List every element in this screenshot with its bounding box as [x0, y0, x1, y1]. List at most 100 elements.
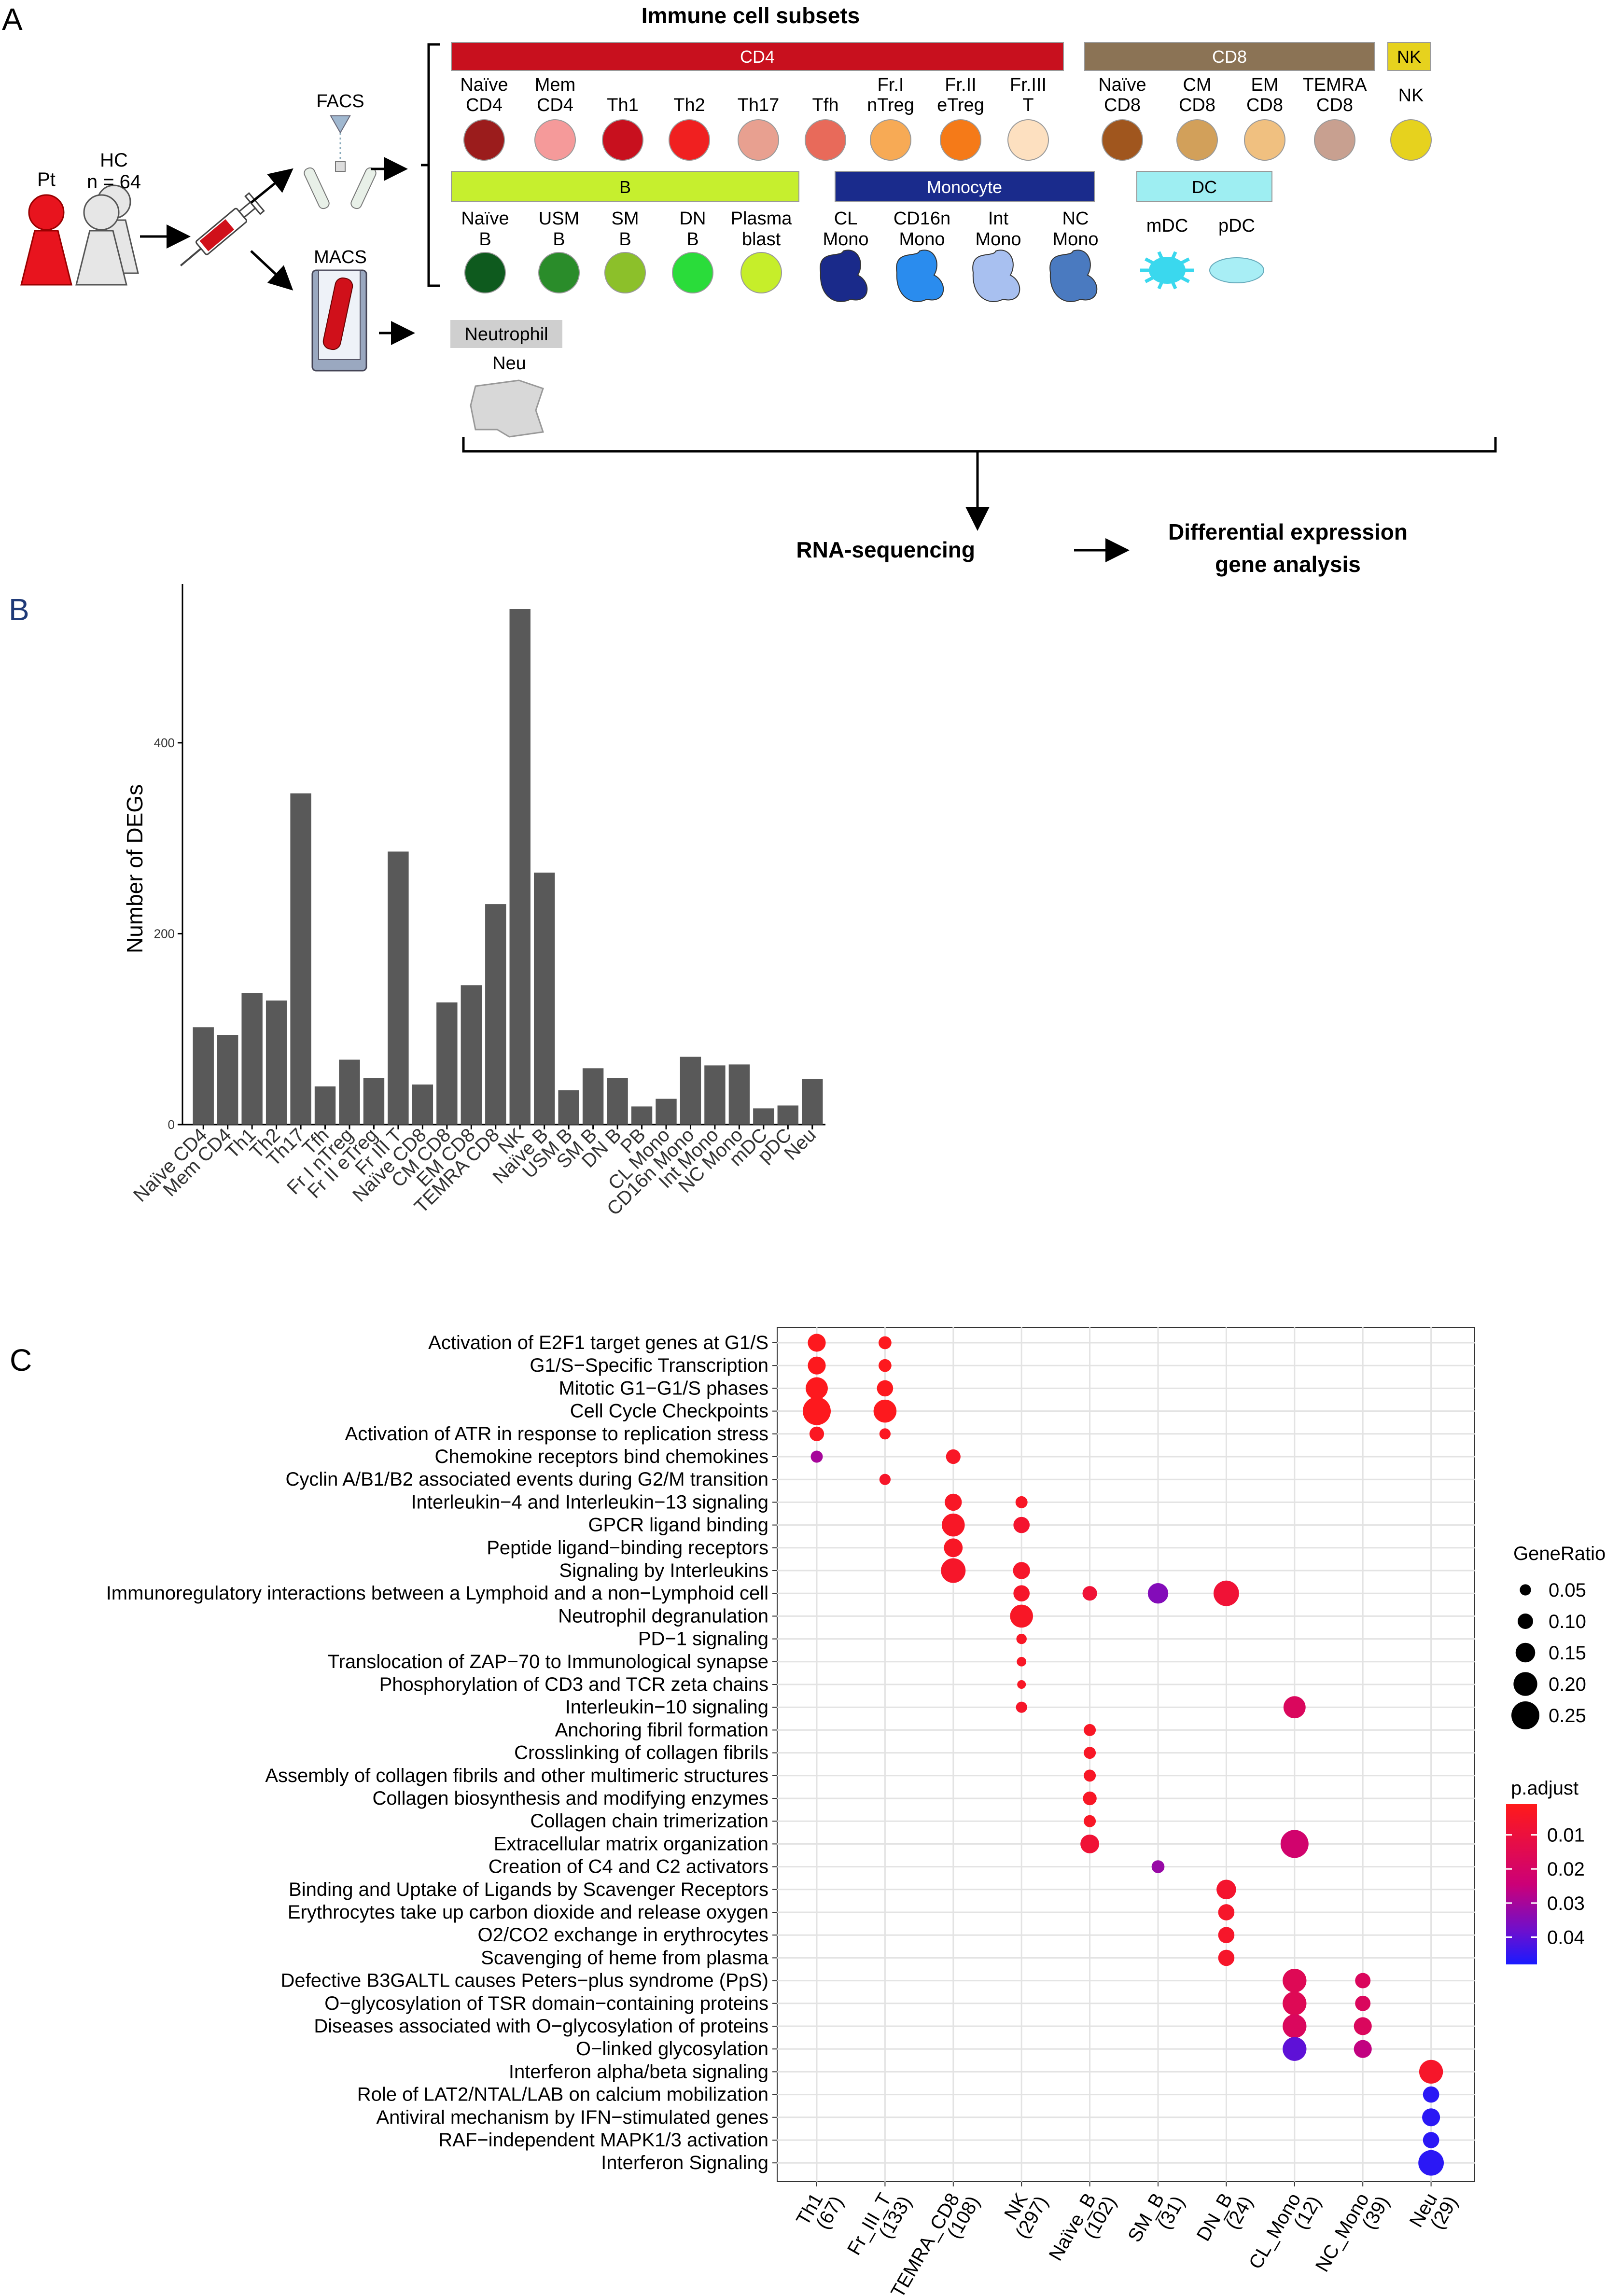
cell-label-line2: Th17 [738, 95, 780, 115]
generatio-legend-dot [1518, 1614, 1533, 1629]
enrichment-dot [809, 1426, 824, 1441]
enrichment-dot [806, 1377, 828, 1400]
panel-a: A Immune cell subsets Pt HC n = 64 [2, 2, 1497, 577]
pathway-term-label: Collagen chain trimerization [530, 1810, 768, 1832]
padjust-tick-label: 0.02 [1547, 1859, 1585, 1880]
cell-circle-icon [805, 119, 846, 161]
generatio-legend-label: 0.05 [1549, 1580, 1586, 1601]
enrichment-dot [879, 1474, 891, 1485]
deg-bar [533, 872, 555, 1125]
pathway-term-label: Immunoregulatory interactions between a … [106, 1583, 768, 1604]
macs-label: MACS [314, 247, 367, 267]
pathway-term-label: PD−1 signaling [638, 1628, 768, 1650]
nk-header-label: NK [1397, 47, 1421, 67]
enrichment-dot [1354, 2017, 1372, 2035]
pathway-term-label: Chemokine receptors bind chemokines [435, 1446, 768, 1467]
cell-circle-icon [1390, 119, 1432, 161]
cell-label-line1: SM [612, 209, 639, 229]
pathway-term-label: Creation of C4 and C2 activators [489, 1856, 768, 1878]
deg-bar [388, 851, 409, 1125]
cd8-header-label: CD8 [1212, 47, 1247, 67]
cell-label-line2: CD8 [1179, 95, 1215, 115]
padjust-colorbar [1506, 1804, 1537, 1964]
enrichment-dot [942, 1513, 965, 1537]
enrichment-dot [1015, 1496, 1028, 1508]
cell-label-line1: CM [1183, 75, 1211, 95]
deg-bar [339, 1059, 360, 1125]
cell-label-line2: CD8 [1104, 95, 1141, 115]
cell-label-line2: Mono [1052, 229, 1098, 250]
deg-bar [509, 609, 531, 1125]
facs-icon [304, 115, 377, 209]
dot-plot-frame [777, 1327, 1475, 2182]
cell-circle-icon [602, 119, 643, 161]
enrichment-dot [1016, 1701, 1027, 1713]
enrichment-dot [1017, 1656, 1027, 1667]
generatio-legend-title: GeneRatio [1513, 1543, 1606, 1564]
cell-circle-icon [870, 119, 911, 161]
patient-icon [20, 194, 72, 286]
dge-label-line1: Differential expression [1168, 519, 1408, 544]
cell-label-line1: NC [1062, 209, 1089, 229]
cell-label-line1: EM [1251, 75, 1279, 95]
padjust-tick-label: 0.04 [1547, 1927, 1585, 1948]
enrichment-dot [1283, 1968, 1307, 1993]
enrichment-dot [1419, 2059, 1443, 2084]
pathway-term-label: Defective B3GALTL causes Peters−plus syn… [281, 1970, 768, 1991]
cell-circle-icon [463, 119, 505, 161]
pathway-term-label: Peptide ligand−binding receptors [487, 1537, 768, 1558]
monocyte-header-label: Monocyte [927, 177, 1002, 197]
cell-label-line2: CD4 [537, 95, 573, 115]
dc-header [1136, 171, 1272, 202]
bar-y-tick-label: 0 [168, 1117, 175, 1132]
enrichment-dot [1017, 1680, 1026, 1689]
pathway-term-label: Erythrocytes take up carbon dioxide and … [288, 1902, 768, 1923]
monocyte-cell-icon [1049, 250, 1098, 302]
cell-label-line2: CD8 [1316, 95, 1353, 115]
deg-bar [680, 1057, 701, 1125]
pathway-term-label: Interleukin−10 signaling [565, 1697, 768, 1718]
deg-bar [290, 793, 311, 1125]
cell-circle-icon [604, 252, 646, 293]
cell-label-line2: Mono [899, 229, 945, 250]
dge-label-line2: gene analysis [1215, 552, 1361, 577]
cell-label-line1: Plasma [731, 209, 793, 229]
deg-bar [363, 1078, 385, 1125]
deg-bar [777, 1105, 799, 1125]
enrichment-dot [1084, 1769, 1096, 1782]
cell-circle-icon [672, 252, 713, 293]
pathway-term-label: Translocation of ZAP−70 to Immunological… [328, 1651, 768, 1672]
enrichment-dot [941, 1558, 966, 1583]
cell-label-line1: Fr.III [1010, 75, 1047, 95]
generatio-legend-dot [1511, 1701, 1539, 1729]
deg-bar [582, 1068, 604, 1125]
enrichment-dot [1084, 1815, 1096, 1827]
neu-label: Neu [492, 353, 526, 374]
monocyte-cell-icon [820, 250, 868, 302]
panel-b-label: B [9, 592, 29, 627]
enrichment-dot [1423, 2086, 1439, 2103]
padjust-legend-title: p.adjust [1511, 1778, 1578, 1799]
subsets-bracket [421, 43, 440, 287]
cell-label-line2: nTreg [867, 95, 914, 115]
dot-plot-legends: GeneRatio p.adjust 0.05 0.10 0.15 0.20 0.25 0… [1506, 1543, 1606, 1964]
enrichment-dot [1216, 1879, 1236, 1900]
pathway-term-label: Assembly of collagen fibrils and other m… [265, 1765, 768, 1786]
patient-label: Pt [37, 169, 56, 190]
cell-label-line2: Th1 [607, 95, 638, 115]
pathway-term-label: Collagen biosynthesis and modifying enzy… [373, 1788, 768, 1809]
merge-bracket [462, 437, 1497, 453]
enrichment-dot [1218, 1904, 1235, 1920]
pathway-term-label: Cell Cycle Checkpoints [570, 1401, 768, 1422]
pathway-term-label: Mitotic G1−G1/S phases [559, 1378, 768, 1399]
enrichment-dot [1084, 1747, 1096, 1759]
cd4-header-label: CD4 [740, 47, 775, 67]
generatio-legend-dot [1513, 1672, 1537, 1696]
cd4-header [451, 42, 1064, 71]
enrichment-dot [1010, 1604, 1033, 1628]
cell-circle-icon [1007, 119, 1049, 161]
cell-circle-icon [740, 252, 782, 293]
cell-label-line1: Fr.II [945, 75, 976, 95]
deg-bar [436, 1002, 458, 1125]
